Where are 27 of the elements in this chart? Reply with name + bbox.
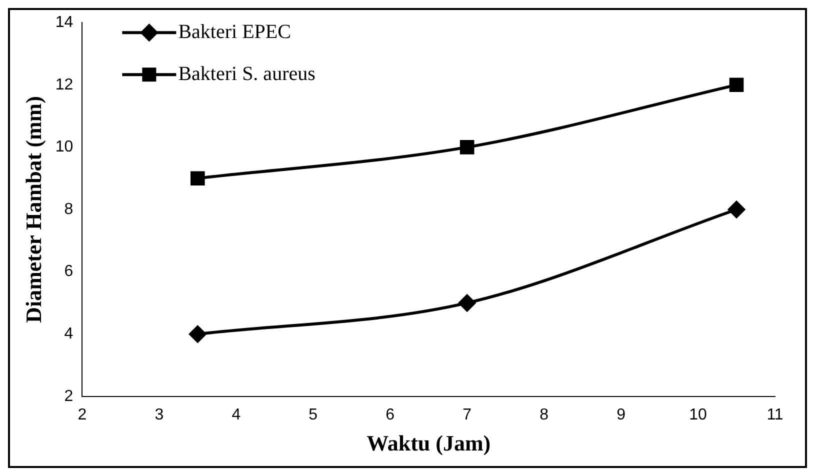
x-tick-label: 10	[689, 406, 708, 424]
x-tick-label: 7	[462, 406, 472, 424]
x-axis-title: Waktu (Jam)	[366, 430, 491, 456]
x-tick-label: 4	[232, 406, 241, 424]
point	[460, 140, 474, 154]
y-tick-label: 4	[64, 326, 74, 343]
x-tick-label: 5	[308, 406, 318, 424]
y-tick-label: 2	[64, 388, 74, 405]
x-tick-label: 6	[386, 406, 395, 424]
y-tick-label: 8	[64, 200, 74, 218]
y-tick-label: 10	[55, 138, 74, 156]
point	[728, 201, 746, 218]
legend-label: Bakteri S. aureus	[178, 62, 316, 85]
point	[189, 326, 206, 343]
legend-label: Bakteri EPEC	[178, 20, 291, 43]
x-tick-label: 3	[154, 406, 164, 424]
x-tick-label: 2	[78, 406, 87, 424]
y-tick-label: 12	[55, 76, 74, 94]
y-tick-label: 14	[55, 14, 74, 32]
point	[458, 294, 476, 312]
y-tick-label: 6	[64, 263, 74, 280]
x-tick-label: 8	[540, 406, 549, 424]
point	[729, 78, 744, 92]
x-tick-label: 11	[766, 406, 784, 424]
x-tick-label: 9	[616, 406, 626, 424]
y-axis-title: Diameter Hambat (mm)	[20, 96, 46, 323]
point	[190, 171, 205, 186]
